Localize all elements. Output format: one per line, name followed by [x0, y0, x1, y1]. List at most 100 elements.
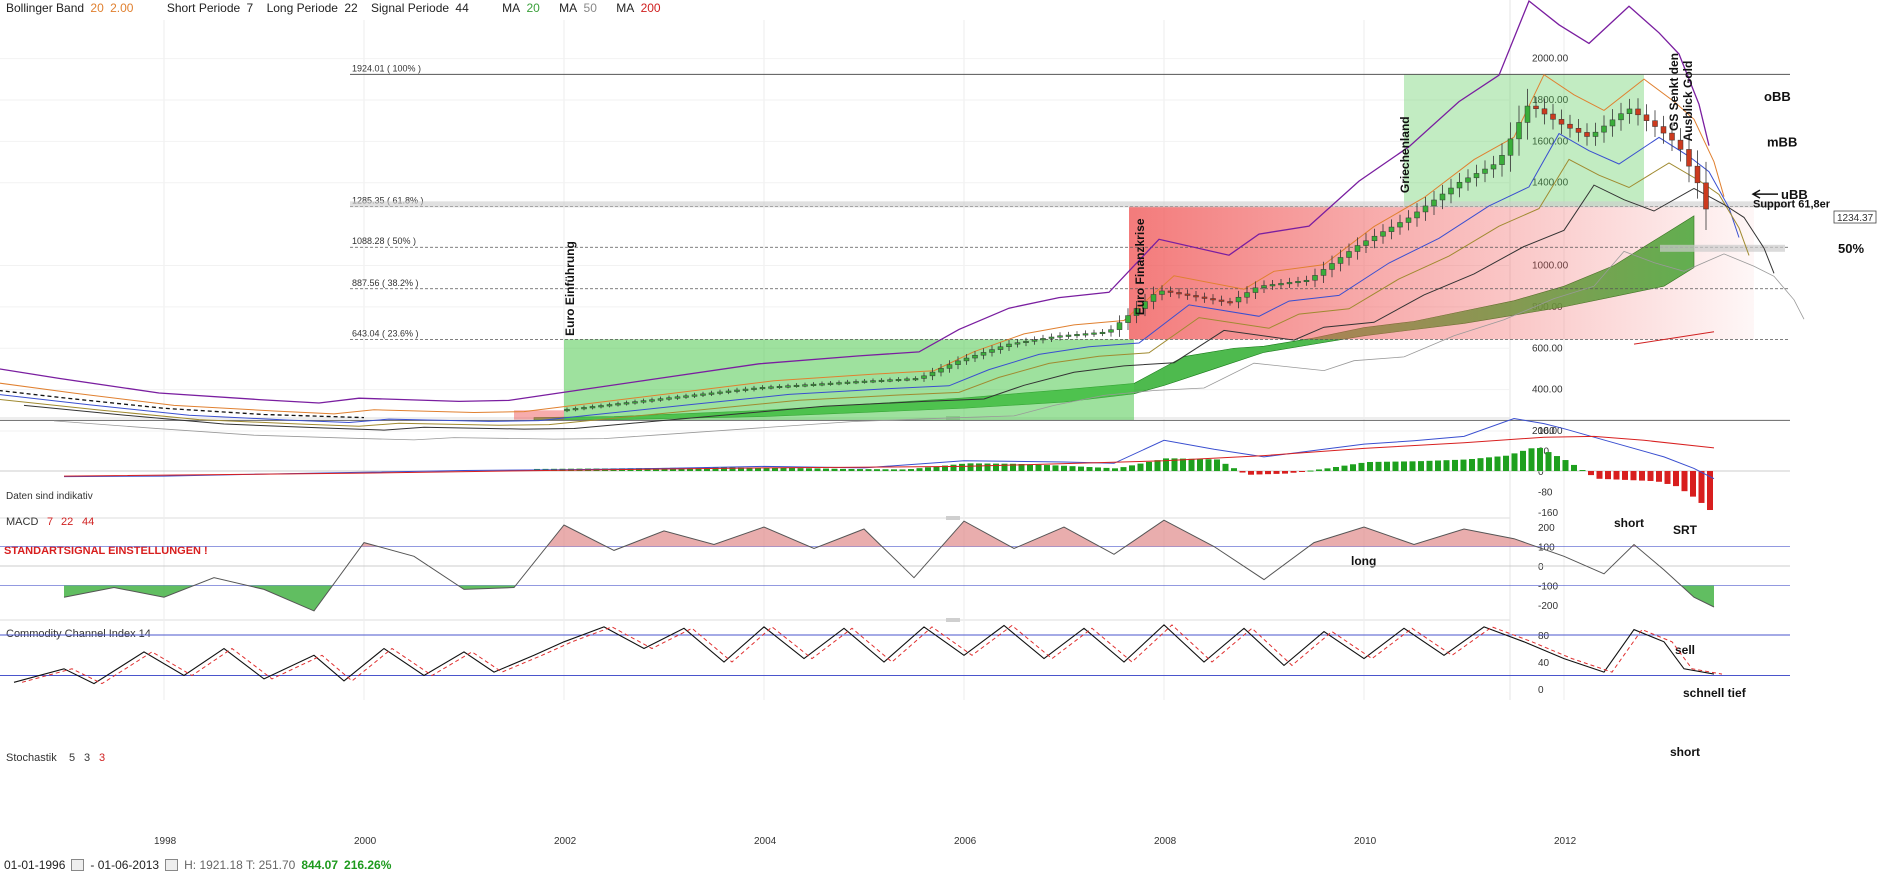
short-label[interactable]: Short Periode [166, 1, 241, 15]
calendar-icon[interactable] [71, 859, 85, 871]
last-price-label: 1234.37 [1837, 213, 1874, 224]
macd-histogram-bar [925, 467, 931, 471]
candle-body [1320, 269, 1327, 276]
band-50 [1660, 244, 1785, 252]
macd-histogram-bar [1307, 470, 1314, 472]
candle-body [912, 378, 919, 381]
calendar-icon[interactable] [165, 859, 179, 871]
candle-body [1159, 290, 1165, 295]
stoch-title: Stochastik [6, 752, 57, 764]
macd-histogram-bar [1180, 458, 1186, 471]
macd-histogram-bar [1078, 466, 1084, 471]
macd-histogram-bar [1486, 457, 1492, 471]
macd-histogram-bar [1010, 463, 1016, 471]
macd-histogram-bar [1537, 448, 1543, 471]
stoch-axis-tick-label: 0 [1538, 685, 1544, 696]
bb-label[interactable]: Bollinger Band [6, 1, 85, 15]
last-price-box [1833, 210, 1877, 224]
candle-body [572, 408, 579, 411]
macd-histogram-bar [1707, 471, 1713, 511]
time-axis-tick-label: 2006 [954, 836, 977, 847]
candle-body [768, 386, 774, 389]
long-label[interactable]: Long Periode [266, 1, 338, 15]
change-pct: 216.26% [344, 858, 392, 872]
candle-body [870, 380, 876, 383]
time-axis-tick-label: 2012 [1554, 836, 1577, 847]
macd-histogram-bar [1681, 471, 1688, 492]
stoch-param: 3 [99, 752, 105, 764]
fib-level-label: 643.04 ( 23.6% ) [352, 328, 419, 338]
change-abs: 844.07 [301, 858, 339, 872]
ma1-val[interactable]: 20 [526, 1, 540, 15]
annotation-gs-senkt: GS Senkt den [1667, 53, 1681, 131]
macd-histogram-bar [721, 467, 727, 471]
candle-body [1618, 113, 1624, 121]
cci-axis-tick-label: -200 [1538, 601, 1558, 612]
candle-body [1133, 308, 1140, 316]
macd-histogram-bar [1511, 453, 1518, 471]
cci-axis-tick-label: 100 [1538, 543, 1555, 554]
candle-body [564, 409, 570, 412]
long-val[interactable]: 22 [344, 1, 358, 15]
candle-body [1703, 182, 1709, 210]
macd-histogram-bar [738, 467, 744, 471]
macd-histogram-bar [1588, 471, 1594, 476]
macd-histogram-bar [831, 468, 838, 471]
macd-axis-tick-label: 160 [1538, 426, 1555, 437]
candle-body [1074, 334, 1080, 337]
candle-body [1099, 331, 1106, 334]
price-axis-tick-label: 1400.00 [1532, 178, 1569, 189]
candle-body [878, 379, 885, 382]
ma2-val[interactable]: 50 [583, 1, 597, 15]
signal-val[interactable]: 44 [455, 1, 469, 15]
candle-body [1431, 199, 1437, 207]
candle-body [1125, 315, 1131, 323]
candle-body [615, 403, 621, 406]
signal-label[interactable]: Signal Periode [371, 1, 450, 15]
annotation-obb: oBB [1764, 89, 1791, 104]
candle-body [1210, 298, 1216, 301]
candle-body [666, 397, 672, 400]
candle-body [1660, 126, 1667, 134]
candle-body [963, 357, 970, 362]
macd-histogram-bar [1656, 471, 1662, 482]
start-date[interactable]: 01-01-1996 [4, 858, 66, 872]
candle-body [1303, 279, 1310, 282]
macd-histogram-bar [1299, 471, 1305, 472]
candle-body [904, 378, 910, 381]
candle-body [1371, 235, 1378, 242]
green-zone-euro [564, 339, 1134, 421]
bb-dev[interactable]: 2.00 [110, 1, 134, 15]
macd-histogram-bar [1256, 471, 1263, 475]
macd-histogram-bar [746, 467, 753, 471]
macd-histogram-bar [874, 469, 880, 471]
macd-histogram-bar [1673, 471, 1679, 487]
fib-level-label: 1088.28 ( 50% ) [352, 236, 416, 246]
ma2-label[interactable]: MA [559, 1, 578, 15]
macd-histogram-bar [891, 469, 897, 471]
annotation-ausblick-gold: Ausblick Gold [1681, 61, 1695, 142]
ma3-label[interactable]: MA [616, 1, 635, 15]
macd-histogram-bar [899, 469, 906, 471]
macd-histogram-bar [976, 463, 982, 471]
macd-histogram-bar [857, 469, 863, 471]
bb-period[interactable]: 20 [90, 1, 104, 15]
band-618 [350, 201, 1790, 208]
candle-body [1499, 155, 1505, 165]
end-date[interactable]: - 01-06-2013 [90, 858, 160, 872]
macd-note: STANDARTSIGNAL EINSTELLUNGEN ! [4, 545, 208, 557]
candle-body [1686, 149, 1692, 167]
candle-body [649, 399, 655, 402]
macd-histogram-bar [848, 468, 855, 471]
ma1-label[interactable]: MA [502, 1, 521, 15]
ma3-val[interactable]: 200 [640, 1, 661, 15]
macd-param: 7 [47, 516, 53, 528]
macd-histogram-bar [729, 467, 736, 471]
short-val[interactable]: 7 [246, 1, 254, 15]
macd-axis-tick-label: -160 [1538, 508, 1558, 519]
candle-body [802, 384, 808, 387]
macd-histogram-bar [1163, 458, 1169, 471]
macd-histogram-bar [840, 468, 846, 471]
annotation-support: Support 61,8er [1753, 198, 1831, 210]
